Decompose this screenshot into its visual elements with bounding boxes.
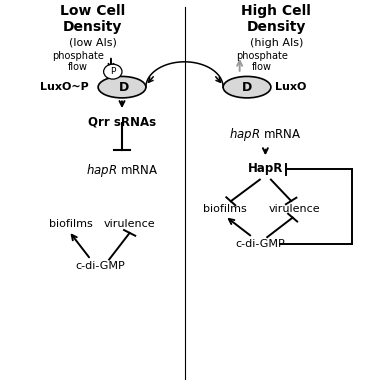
- Text: c-di-GMP: c-di-GMP: [235, 239, 285, 249]
- Text: phosphate
flow: phosphate flow: [236, 51, 288, 72]
- Ellipse shape: [98, 76, 146, 98]
- Text: (high AIs): (high AIs): [250, 38, 303, 48]
- Text: c-di-GMP: c-di-GMP: [75, 261, 125, 271]
- Ellipse shape: [223, 76, 271, 98]
- Text: biofilms: biofilms: [49, 219, 92, 230]
- Text: HapR: HapR: [248, 162, 283, 175]
- Text: LuxO: LuxO: [275, 82, 306, 92]
- Text: biofilms: biofilms: [203, 204, 247, 214]
- Text: Low Cell
Density: Low Cell Density: [60, 4, 125, 34]
- Text: virulence: virulence: [104, 219, 155, 230]
- Text: virulence: virulence: [269, 204, 321, 214]
- Text: LuxO~P: LuxO~P: [40, 82, 89, 92]
- Text: $\it{hapR}$ mRNA: $\it{hapR}$ mRNA: [86, 162, 158, 179]
- Text: phosphate
flow: phosphate flow: [52, 51, 104, 72]
- Circle shape: [104, 64, 122, 79]
- Text: P: P: [110, 67, 115, 76]
- Text: $\it{hapR}$ mRNA: $\it{hapR}$ mRNA: [229, 126, 301, 143]
- Text: D: D: [242, 81, 252, 94]
- Text: Qrr sRNAs: Qrr sRNAs: [88, 116, 156, 128]
- Text: High Cell
Density: High Cell Density: [241, 4, 311, 34]
- Text: D: D: [119, 81, 129, 94]
- Text: (low AIs): (low AIs): [69, 38, 117, 48]
